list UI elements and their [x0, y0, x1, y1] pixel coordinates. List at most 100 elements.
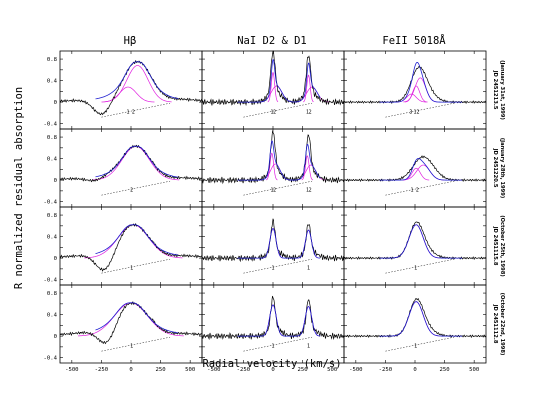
- fit-profile: [237, 140, 321, 181]
- fit-profile: [95, 224, 179, 256]
- continuum-line: [385, 336, 455, 352]
- x-tick-label: -250: [95, 367, 108, 373]
- observed-profile: [59, 223, 203, 272]
- row-label: JD 2451115.8: [492, 226, 498, 266]
- continuum-line: [101, 102, 171, 118]
- y-tick-label: 0.4: [47, 235, 58, 241]
- x-tick-label: 250: [440, 367, 450, 373]
- panel-frame: [59, 284, 203, 364]
- row-date: (January 28th, 1999): [499, 138, 505, 198]
- panel-r3c0: 1 -500 -250 0 250 500 -0.4 0 0.4 0.8: [44, 284, 203, 373]
- x-tick-label: 500: [469, 367, 479, 373]
- continuum-line: [243, 102, 313, 118]
- component-marker: 1: [307, 265, 310, 271]
- continuum-line: [385, 180, 455, 196]
- row-date: (January 31st, 1999): [499, 60, 505, 120]
- fit-profile: [95, 61, 179, 100]
- column-title-hbeta: Hβ: [124, 35, 137, 47]
- y-tick-label: -0.4: [44, 200, 58, 206]
- observed-profile: [343, 298, 487, 339]
- fit-profile: [95, 302, 179, 334]
- panel-frame: [343, 50, 487, 130]
- panel-r3c1: 1 1 -500 -250 0 250 500: [201, 284, 345, 373]
- component-marker: 1: [411, 187, 414, 193]
- y-tick-label: -0.4: [44, 278, 58, 284]
- component-marker: 1: [271, 109, 274, 115]
- panel-frame: [343, 128, 487, 208]
- row-label: JD 2451220.5: [492, 148, 498, 188]
- x-tick-label: -500: [349, 367, 362, 373]
- x-tick-label: 500: [185, 367, 195, 373]
- observed-profile: [343, 155, 487, 183]
- y-tick-label: 0: [54, 256, 57, 262]
- component-1: [402, 167, 430, 181]
- component-marker: 2: [273, 187, 276, 193]
- component-1: [393, 301, 439, 337]
- fit-profile: [379, 158, 463, 181]
- component-marker: 2: [273, 109, 276, 115]
- component-marker: 1: [306, 187, 309, 193]
- component-marker: 1: [306, 109, 309, 115]
- panel-frame: [343, 206, 487, 286]
- component-3: [303, 74, 314, 103]
- row-date: (October 25th, 1998): [499, 215, 505, 276]
- continuum-line: [243, 336, 313, 352]
- panel-frame: [201, 128, 345, 208]
- x-tick-label: -500: [65, 367, 78, 373]
- component-marker: 2: [132, 109, 135, 115]
- y-tick-label: 0.8: [47, 213, 58, 219]
- y-tick-label: 0: [54, 100, 57, 106]
- continuum-line: [243, 180, 313, 196]
- component-marker: 1: [413, 109, 416, 115]
- component-3: [403, 77, 438, 103]
- component-marker: 1: [414, 343, 417, 349]
- x-tick-label: -500: [207, 367, 220, 373]
- panel-grid: 1 2-0.400.40.81 2 1 2 3 1 2JD 2451213.5 (January…: [44, 50, 505, 373]
- row-label: JD 2451213.5: [492, 70, 498, 110]
- x-tick-label: -250: [237, 367, 250, 373]
- continuum-line: [385, 258, 455, 274]
- component-marker: 1: [127, 109, 130, 115]
- x-tick-label: 0: [413, 367, 416, 373]
- component-marker: 2: [309, 187, 312, 193]
- fit-profile: [237, 59, 321, 103]
- fit-profile: [237, 228, 321, 259]
- y-tick-label: -0.4: [44, 122, 58, 128]
- observed-profile: [201, 218, 345, 263]
- panel-r2c0: 1 -0.4 0 0.4 0.8: [44, 206, 203, 286]
- x-tick-label: 250: [156, 367, 166, 373]
- panel-r0c0: 1 2 -0.4 0 0.4 0.8: [44, 50, 203, 130]
- x-tick-label: 250: [298, 367, 308, 373]
- component-2: [298, 229, 319, 259]
- observed-profile: [59, 301, 203, 345]
- y-tick-label: 0.8: [47, 135, 58, 141]
- fit-profile: [237, 304, 321, 337]
- fit-profile: [379, 301, 463, 337]
- y-tick-label: 0.8: [47, 57, 58, 63]
- row-label: JD 2451112.8: [492, 304, 498, 344]
- panel-frame: [59, 206, 203, 286]
- observed-profile: [201, 295, 345, 341]
- panel-frame: [59, 128, 203, 208]
- fit-profile: [379, 224, 463, 259]
- component-marker: 1: [130, 265, 133, 271]
- observed-profile: [201, 50, 345, 107]
- component-1: [393, 224, 439, 259]
- component-1: [92, 145, 180, 181]
- component-marker: 2: [416, 109, 419, 115]
- panel-frame: [201, 50, 345, 130]
- component-2: [404, 85, 428, 103]
- y-tick-label: 0.8: [47, 291, 58, 297]
- y-tick-label: 0: [54, 334, 57, 340]
- x-axis-label: Radial velocity (km/s): [202, 358, 341, 370]
- component-marker: 1: [307, 343, 310, 349]
- y-tick-label: 0.4: [47, 157, 58, 163]
- component-marker: 1: [414, 265, 417, 271]
- panel-r3c2: 1 -500 -250 0 250 500: [343, 284, 487, 373]
- fit-profile: [379, 61, 463, 103]
- component-marker: 1: [271, 343, 274, 349]
